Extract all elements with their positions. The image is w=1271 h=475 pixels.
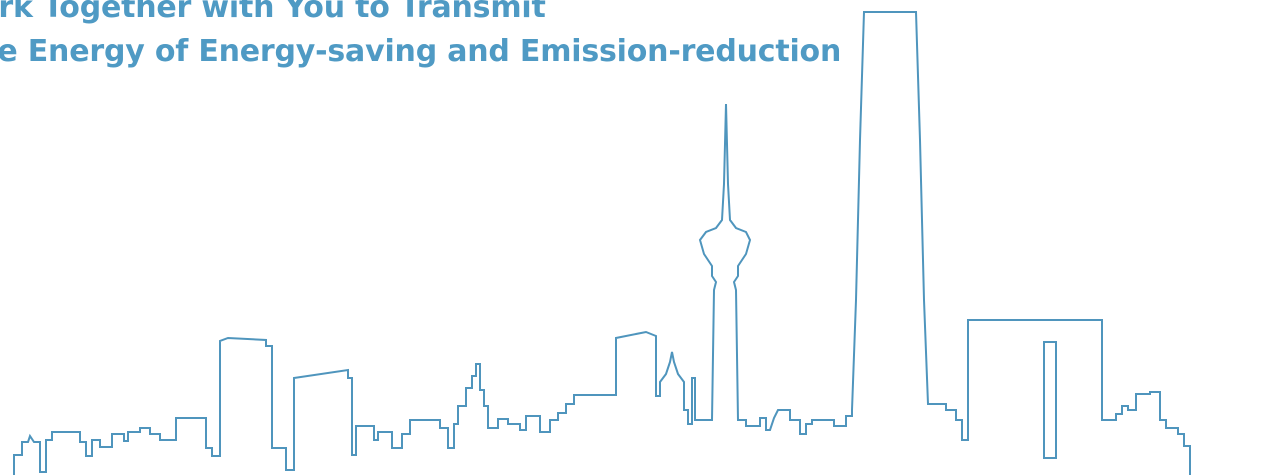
- slogan-line-1: ork Together with You to Transmit: [0, 0, 546, 25]
- gate-slot: [1043, 341, 1057, 459]
- slogan-line-2: ve Energy of Energy-saving and Emission-…: [0, 34, 842, 69]
- slogan-heading: ork Together with You to Transmit ve Ene…: [0, 0, 841, 74]
- skyline-outline: [13, 11, 1191, 475]
